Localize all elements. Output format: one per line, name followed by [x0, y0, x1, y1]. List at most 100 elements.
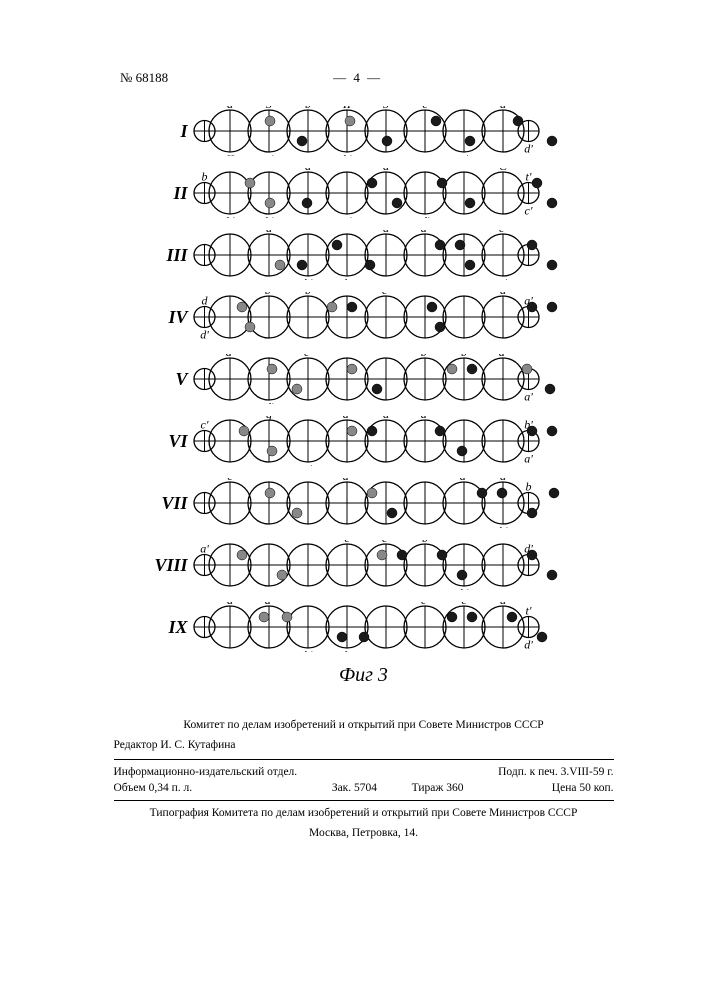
- svg-text:a: a: [500, 292, 506, 297]
- svg-text:d: d: [266, 230, 273, 235]
- svg-text:c: c: [422, 106, 428, 111]
- svg-text:3: 3: [265, 106, 272, 111]
- svg-text:d': d': [524, 142, 533, 156]
- svg-text:b: b: [422, 540, 428, 545]
- svg-text:d: d: [383, 416, 390, 421]
- row-svg: dd'b'bc'caa': [192, 292, 572, 342]
- svg-text:a: a: [305, 168, 311, 173]
- row-roman-label: VIII: [154, 555, 192, 576]
- row-roman-label: IV: [154, 307, 192, 328]
- row-svg: d b' b a a' c' c': [192, 230, 572, 280]
- svg-text:c: c: [227, 478, 233, 483]
- imprint-block: Комитет по делам изобретений и открытий …: [114, 717, 614, 842]
- row-svg: a a' b' b c' c d t' d': [192, 602, 572, 652]
- row-roman-label: II: [154, 183, 192, 204]
- svg-text:a: a: [383, 230, 389, 235]
- document-number: № 68188: [120, 70, 168, 86]
- diagram-row: Vd'd'c'cb'ba'a': [154, 354, 574, 404]
- figure-diagram: IaII3a'bIIb'3cc'dd'IIbb'b'aa'dd'Ct'c'III…: [154, 106, 574, 652]
- svg-text:b: b: [305, 292, 311, 297]
- svg-text:a: a: [344, 524, 350, 528]
- svg-text:a': a': [264, 602, 273, 607]
- svg-text:a': a': [264, 152, 273, 156]
- svg-text:c: c: [227, 462, 233, 466]
- svg-text:a': a': [524, 452, 533, 466]
- svg-text:c: c: [344, 540, 350, 545]
- svg-text:b: b: [344, 276, 350, 280]
- row-svg: bb'b'aa'dd'Ct'c': [192, 168, 572, 218]
- svg-text:c': c': [460, 152, 468, 156]
- svg-text:b: b: [344, 648, 350, 652]
- row-roman-label: V: [154, 369, 192, 390]
- svg-text:d': d': [420, 214, 429, 218]
- svg-text:b': b': [342, 152, 351, 156]
- svg-text:II: II: [225, 152, 235, 156]
- svg-text:c': c': [382, 292, 390, 297]
- svg-text:d: d: [500, 602, 507, 607]
- figure-caption: Фиг 3: [100, 664, 627, 687]
- svg-text:d: d: [500, 478, 507, 483]
- imprint-info-row: Информационно-издательский отдел. Объем …: [114, 759, 614, 801]
- svg-text:d: d: [383, 168, 390, 173]
- svg-text:b: b: [525, 480, 531, 494]
- svg-text:d': d': [524, 638, 533, 652]
- tirazh: Тираж 360: [412, 780, 464, 796]
- row-svg: ca'ad'db'b: [192, 478, 572, 528]
- svg-text:a': a': [420, 230, 429, 235]
- diagram-row: IX a a' b' b c' c d t' d': [154, 602, 574, 652]
- svg-text:a: a: [461, 462, 467, 466]
- diagram-row: VIIca'ad'db'b: [154, 478, 574, 528]
- diagram-row: IIbb'b'aa'dd'Ct'c': [154, 168, 574, 218]
- svg-text:b': b': [264, 214, 273, 218]
- svg-text:b: b: [461, 354, 467, 359]
- diagram-row: VIc'cqc'd'da'ab'a': [154, 416, 574, 466]
- row-roman-label: VI: [154, 431, 192, 452]
- svg-text:t': t': [525, 170, 531, 184]
- svg-text:d: d: [201, 294, 208, 308]
- svg-text:c': c': [499, 230, 507, 235]
- address-line: Москва, Петровка, 14.: [114, 825, 614, 841]
- svg-text:b: b: [305, 106, 311, 111]
- svg-text:t': t': [525, 604, 531, 618]
- svg-text:c': c': [499, 276, 507, 280]
- svg-text:c: c: [344, 400, 350, 404]
- svg-text:d: d: [500, 106, 507, 111]
- diagram-row: IaII3a'bIIb'3cc'dd': [154, 106, 574, 156]
- price: Цена 50 коп.: [498, 780, 613, 796]
- row-roman-label: IX: [154, 617, 192, 638]
- svg-text:b': b': [303, 648, 312, 652]
- row-svg: d'd'c'cb'ba'a': [192, 354, 572, 404]
- svg-text:c: c: [461, 602, 467, 607]
- svg-text:3: 3: [382, 106, 389, 111]
- svg-text:b': b': [498, 524, 507, 528]
- page-number: — 4 —: [333, 70, 382, 86]
- volume: Объем 0,34 п. л.: [114, 780, 298, 796]
- svg-text:b: b: [201, 170, 207, 184]
- svg-text:a: a: [227, 106, 233, 111]
- svg-text:c': c': [421, 602, 429, 607]
- typography-line: Типография Комитета по делам изобретений…: [114, 805, 614, 821]
- svg-text:c': c': [304, 354, 312, 359]
- diagram-row: VIIIa'acc'bb'd': [154, 540, 574, 590]
- committee-line: Комитет по делам изобретений и открытий …: [114, 717, 614, 733]
- svg-text:q: q: [266, 416, 272, 421]
- row-svg: c'cqc'd'da'ab'a': [192, 416, 572, 466]
- row-roman-label: VII: [154, 493, 192, 514]
- svg-text:a': a': [200, 542, 209, 556]
- row-svg: a'acc'bb'd': [192, 540, 572, 590]
- svg-text:II: II: [342, 106, 352, 111]
- diagram-row: IIIdb'baa'c'c': [154, 230, 574, 280]
- page-header: № 68188 — 4 —: [100, 70, 627, 86]
- svg-text:b': b': [303, 276, 312, 280]
- svg-text:c': c': [304, 462, 312, 466]
- svg-text:a: a: [227, 602, 233, 607]
- diagram-row: IVdd'b'bc'caa': [154, 292, 574, 342]
- svg-text:a': a': [420, 416, 429, 421]
- svg-text:d': d': [459, 478, 468, 483]
- svg-text:a: a: [266, 586, 272, 590]
- svg-text:c': c': [200, 418, 208, 432]
- svg-text:d': d': [200, 328, 209, 342]
- svg-text:b': b': [420, 354, 429, 359]
- svg-text:c: c: [383, 338, 389, 342]
- svg-text:d': d': [225, 354, 234, 359]
